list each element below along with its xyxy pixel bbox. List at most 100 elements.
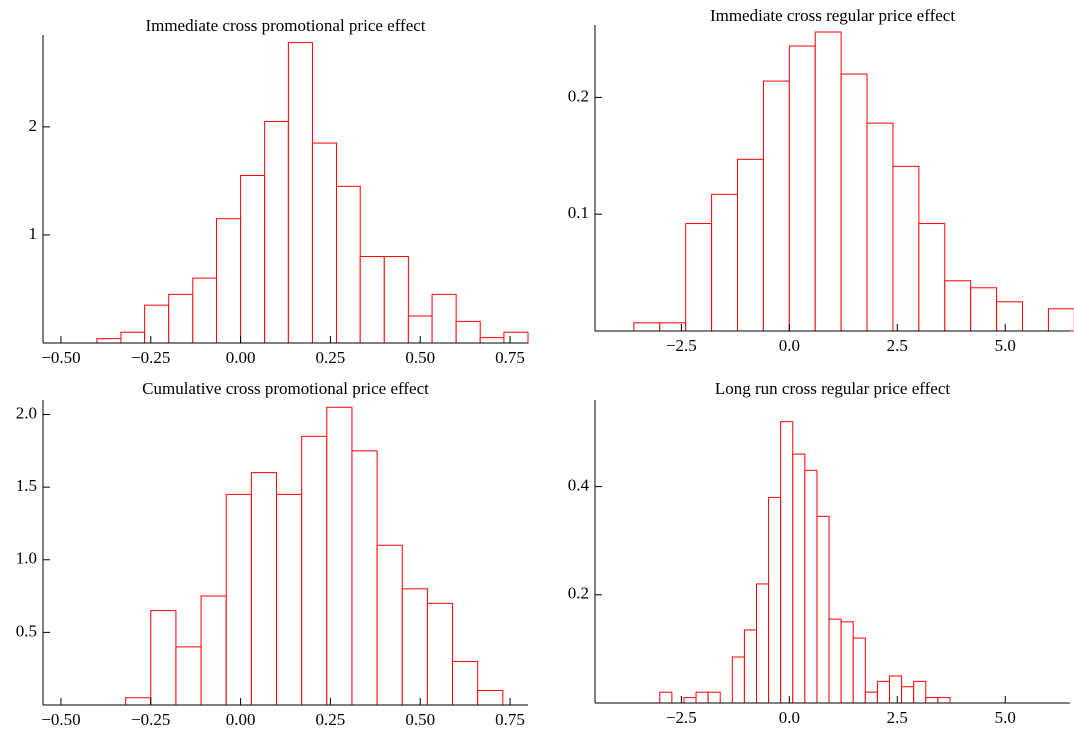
histogram-bar bbox=[840, 621, 854, 704]
histogram-bar bbox=[426, 602, 454, 706]
histogram-bar bbox=[401, 588, 428, 706]
x-tick-label: 0.50 bbox=[405, 348, 435, 367]
x-tick-label: 0.00 bbox=[226, 348, 256, 367]
histogram-bar bbox=[816, 515, 830, 704]
histogram-bar bbox=[970, 287, 998, 332]
histogram-bar bbox=[925, 697, 939, 704]
x-tick-label: 5.0 bbox=[995, 708, 1016, 727]
histogram-bar bbox=[276, 493, 303, 706]
y-tick-label: 0.2 bbox=[568, 584, 589, 603]
x-tick-label: 2.5 bbox=[887, 708, 908, 727]
histogram-bar bbox=[96, 338, 122, 344]
y-tick-label: 2 bbox=[29, 116, 38, 135]
histogram-bar bbox=[944, 280, 972, 332]
x-tick-label: 0.0 bbox=[779, 708, 800, 727]
histogram-bar bbox=[431, 293, 457, 344]
histogram-bar bbox=[901, 686, 915, 704]
x-tick-label: −2.5 bbox=[666, 708, 697, 727]
histogram-bar bbox=[659, 691, 673, 704]
histogram-bar bbox=[685, 223, 713, 332]
y-tick-label: 0.1 bbox=[568, 203, 589, 222]
y-tick-label: 1 bbox=[29, 224, 38, 243]
histogram-bar bbox=[225, 493, 252, 706]
x-tick-label: −0.25 bbox=[131, 710, 170, 729]
y-tick-label: 1.0 bbox=[16, 549, 37, 568]
y-tick-label: 2.0 bbox=[16, 403, 37, 422]
histogram-bar bbox=[125, 697, 152, 706]
x-tick-label: 2.5 bbox=[887, 336, 908, 355]
histogram-bar bbox=[477, 689, 504, 706]
x-tick-label: 0.00 bbox=[226, 710, 256, 729]
histogram-bar bbox=[840, 73, 868, 332]
x-tick-label: 0.75 bbox=[495, 710, 525, 729]
histogram-bar bbox=[731, 656, 745, 704]
y-tick-label: 0.2 bbox=[568, 86, 589, 105]
y-tick-label: 1.5 bbox=[16, 476, 37, 495]
histogram-bar bbox=[168, 293, 194, 344]
histogram-bar bbox=[711, 193, 738, 332]
histogram-bar bbox=[852, 637, 866, 704]
histogram-bar bbox=[683, 697, 697, 704]
histogram-bar bbox=[762, 80, 790, 332]
histogram-bar bbox=[144, 304, 170, 344]
y-tick-label: 0.4 bbox=[568, 475, 590, 494]
histogram-bar bbox=[737, 158, 764, 332]
x-tick-label: −2.5 bbox=[666, 336, 697, 355]
histogram-bar bbox=[695, 691, 709, 704]
histogram-bar bbox=[918, 223, 946, 332]
histogram-bar bbox=[192, 277, 218, 344]
x-tick-label: 0.50 bbox=[405, 710, 435, 729]
histogram-bar bbox=[864, 691, 878, 704]
histogram-bar bbox=[479, 337, 505, 344]
histogram-bar bbox=[503, 331, 529, 344]
histogram-bar bbox=[707, 691, 721, 704]
histogram-bar bbox=[828, 618, 842, 704]
histogram-bar bbox=[455, 320, 481, 344]
histogram-bar bbox=[768, 496, 782, 704]
chart-title: Cumulative cross promotional price effec… bbox=[142, 379, 429, 398]
histogram-bar bbox=[336, 185, 361, 344]
histogram-bar bbox=[1047, 308, 1074, 332]
histogram-bar bbox=[311, 142, 338, 344]
histogram-bar bbox=[452, 660, 479, 706]
histogram-bar bbox=[351, 450, 378, 706]
chart-title: Immediate cross regular price effect bbox=[710, 6, 955, 25]
x-tick-label: 0.25 bbox=[316, 710, 346, 729]
histogram-bar bbox=[756, 583, 770, 704]
histogram-bar bbox=[120, 331, 146, 344]
histogram-bar bbox=[250, 472, 278, 706]
histogram-bar bbox=[792, 453, 806, 704]
x-tick-label: −0.50 bbox=[41, 348, 80, 367]
x-tick-label: −0.25 bbox=[131, 348, 170, 367]
x-tick-label: 0.75 bbox=[495, 348, 525, 367]
histogram-bar bbox=[804, 469, 818, 704]
histogram-bar bbox=[383, 256, 409, 344]
histogram-bar bbox=[996, 301, 1023, 332]
histogram-bar bbox=[359, 256, 385, 344]
chart-title: Immediate cross promotional price effect bbox=[145, 16, 425, 35]
histogram-bar bbox=[780, 421, 794, 704]
histogram-bar bbox=[788, 45, 816, 332]
histogram-bar bbox=[633, 322, 661, 332]
y-tick-label: 0.5 bbox=[16, 621, 37, 640]
histogram-bar bbox=[866, 122, 894, 332]
histogram-bar bbox=[814, 31, 842, 332]
histogram-bar bbox=[743, 629, 758, 704]
x-tick-label: 0.25 bbox=[316, 348, 346, 367]
histogram-bar bbox=[876, 680, 891, 704]
histogram-bar bbox=[892, 165, 920, 332]
histogram-bar bbox=[287, 42, 313, 344]
histogram-bar bbox=[376, 544, 403, 706]
histogram-bar bbox=[937, 697, 951, 704]
histogram-bar bbox=[913, 680, 927, 704]
histogram-bar bbox=[216, 218, 242, 344]
histogram-bar bbox=[301, 435, 328, 706]
x-tick-label: 0.0 bbox=[779, 336, 800, 355]
histogram-bar bbox=[889, 675, 903, 704]
histogram-bar bbox=[240, 174, 266, 344]
chart-title: Long run cross regular price effect bbox=[715, 379, 950, 398]
histogram-bar bbox=[200, 595, 227, 706]
histogram-bar bbox=[264, 120, 289, 344]
x-tick-label: 5.0 bbox=[995, 336, 1016, 355]
